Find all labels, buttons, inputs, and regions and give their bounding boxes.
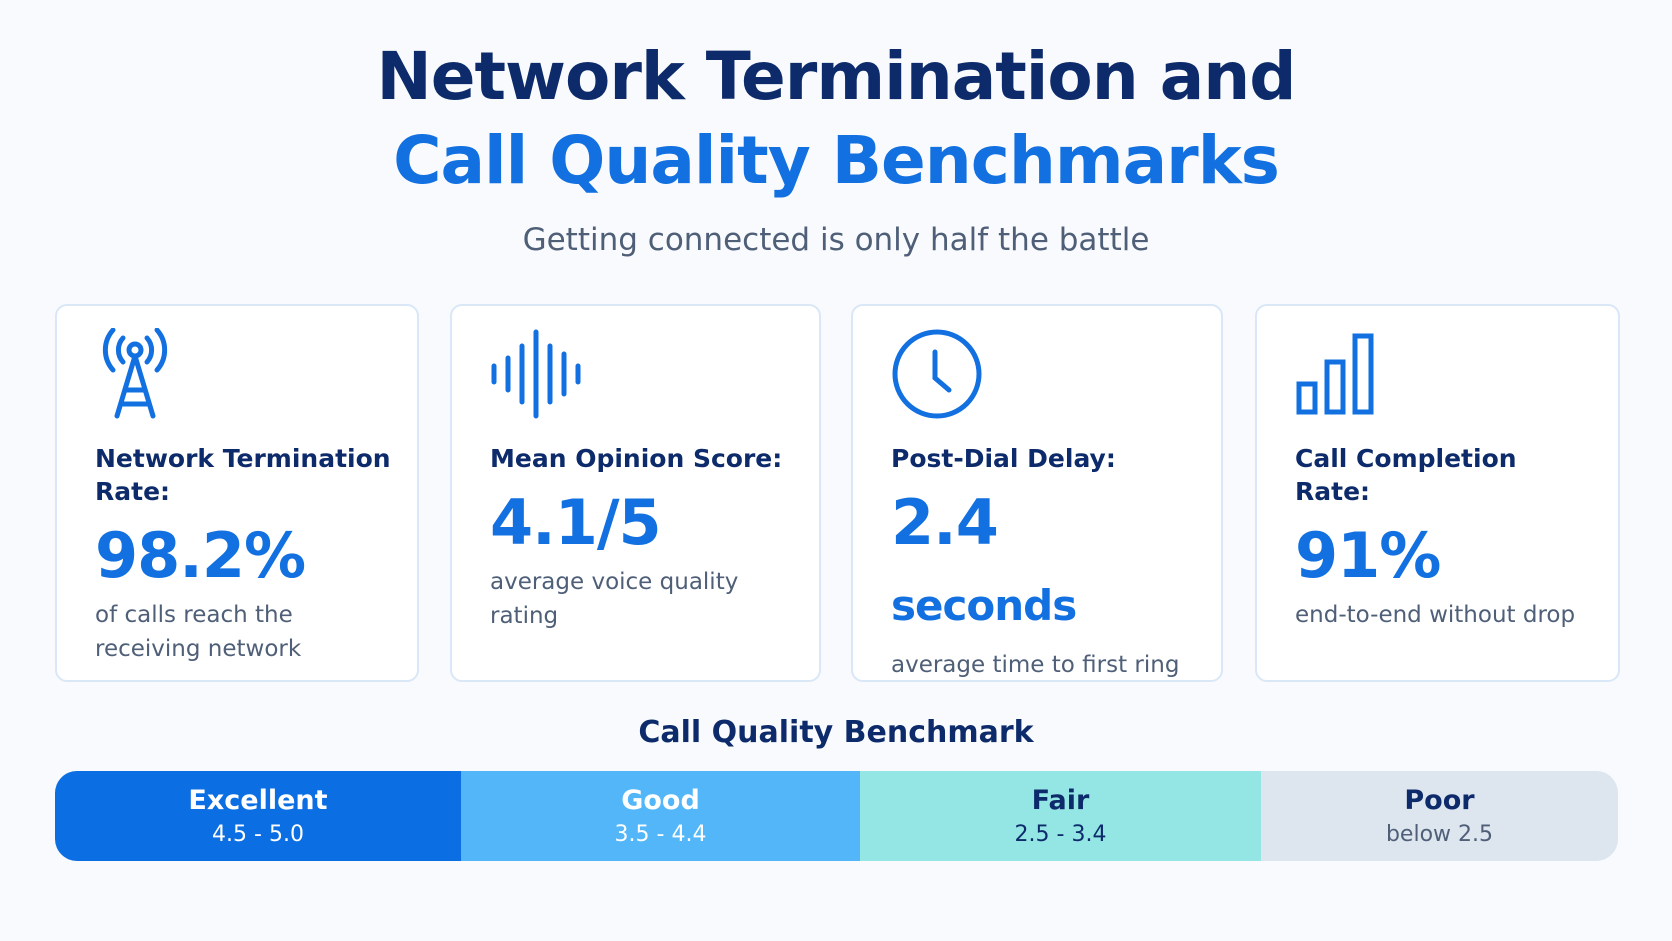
card-value: 98.2% (95, 519, 306, 592)
card: Call Completion Rate: 91% end-to-end wit… (1255, 304, 1620, 682)
card-description: end-to-end without drop (1295, 602, 1576, 628)
tier: Excellent 4.5 - 5.0 (55, 771, 461, 861)
tier-range: below 2.5 (1385, 822, 1494, 847)
tier-name: Excellent (188, 785, 328, 816)
title: Network Termination and (376, 38, 1296, 115)
card-description: average time to first ring (891, 652, 1180, 678)
tier-name: Good (621, 785, 700, 816)
tower-icon (102, 328, 168, 419)
card-description: of calls reach the receiving network (95, 602, 302, 662)
tier: Poor below 2.5 (1261, 771, 1618, 861)
card-label: Call Completion Rate: (1295, 444, 1517, 506)
tier-name: Fair (1031, 785, 1090, 816)
tier: Fair 2.5 - 3.4 (860, 771, 1261, 861)
bars-icon (1296, 333, 1374, 415)
clock-icon (892, 329, 982, 419)
card-description: average voice quality rating (490, 569, 739, 629)
benchmark-bar: Excellent 4.5 - 5.0 Good 3.5 - 4.4 Fair … (55, 771, 1618, 861)
card-value: 4.1/5 (490, 486, 662, 559)
card: Post-Dial Delay: 2.4 seconds average tim… (851, 304, 1223, 682)
value-unit: seconds (891, 581, 1077, 630)
title: Call Quality Benchmarks (393, 122, 1280, 199)
card: Network Termination Rate: 98.2% of calls… (55, 304, 419, 682)
card-label: Post-Dial Delay: (891, 444, 1116, 473)
card-value: 2.4 seconds (891, 485, 1201, 644)
value-number: 2.4 (891, 486, 999, 559)
tier-name: Poor (1404, 785, 1475, 816)
tier: Good 3.5 - 4.4 (461, 771, 860, 861)
card: Mean Opinion Score: 4.1/5 average voice … (450, 304, 821, 682)
waveform-icon (491, 329, 581, 419)
tier-range: 3.5 - 4.4 (614, 822, 707, 847)
card-label: Mean Opinion Score: (490, 444, 783, 473)
tier-range: 4.5 - 5.0 (212, 822, 304, 847)
subtitle: Getting connected is only half the battl… (522, 222, 1150, 258)
tier-range: 2.5 - 3.4 (1014, 822, 1107, 847)
benchmark-title: Call Quality Benchmark (638, 715, 1034, 750)
card-label: Network Termination Rate: (95, 444, 391, 506)
card-value: 91% (1295, 519, 1441, 592)
